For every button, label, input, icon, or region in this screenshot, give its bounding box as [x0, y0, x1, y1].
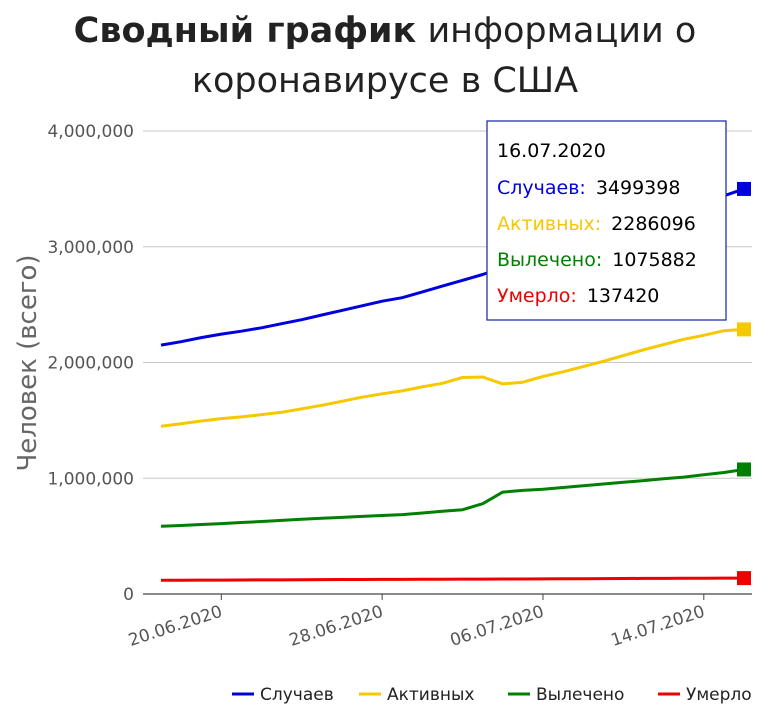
y-tick-label: 1,000,000 — [47, 469, 134, 489]
tooltip-date: 16.07.2020 — [497, 140, 606, 162]
x-tick-label: 28.06.2020 — [287, 602, 386, 651]
tooltip-row-value: 3499398 — [596, 177, 681, 199]
tooltip-row: Умерло: 137420 — [497, 285, 659, 307]
tooltip-row-value: 137420 — [587, 285, 660, 307]
tooltip-row-value: 1075882 — [612, 249, 697, 271]
x-tick-label: 06.07.2020 — [448, 602, 547, 651]
tooltip-box — [486, 120, 727, 321]
y-tick-label: 2,000,000 — [47, 354, 134, 374]
series-line-2 — [160, 468, 745, 528]
legend-item[interactable]: Случаев — [260, 685, 334, 705]
tooltip-row-label: Умерло: — [497, 285, 577, 307]
chart-title-line2: коронавирусе в США — [192, 61, 578, 101]
tooltip-row-value: 2286096 — [611, 213, 696, 235]
tooltip-row: Случаев: 3499398 — [497, 177, 680, 199]
legend-item[interactable]: Активных — [387, 685, 474, 705]
series-line-3 — [160, 576, 744, 582]
series-marker-2[interactable] — [737, 462, 751, 477]
series-marker-3[interactable] — [737, 571, 751, 586]
series-line-1 — [160, 327, 745, 428]
x-tick-label: 20.06.2020 — [126, 602, 225, 651]
y-axis-label: Человек (всего) — [13, 254, 43, 471]
tooltip-row: Активных: 2286096 — [497, 213, 696, 235]
legend-item[interactable]: Умерло — [686, 685, 752, 705]
series-marker-1[interactable] — [737, 322, 751, 337]
y-tick-label: 4,000,000 — [47, 122, 134, 142]
legend-item[interactable]: Вылечено — [536, 685, 624, 705]
y-tick-label: 3,000,000 — [47, 238, 134, 258]
tooltip-row-label: Активных: — [497, 213, 601, 235]
legend: Случаев Активных Вылечено Умерло — [232, 685, 752, 705]
x-tick-labels: 20.06.2020 28.06.2020 06.07.2020 14.07.2020 — [126, 594, 707, 651]
y-tick-label: 0 — [123, 585, 134, 605]
tooltip: 16.07.2020 Случаев: 3499398 Активных: 22860… — [486, 120, 727, 321]
series-marker-0[interactable] — [737, 181, 751, 196]
chart-title-line1: Сводный график информации о — [74, 11, 697, 51]
tooltip-row-label: Случаев: — [497, 177, 586, 199]
y-tick-labels: 0 1,000,000 2,000,000 3,000,000 4,000,000 — [47, 122, 134, 605]
tooltip-row-label: Вылечено: — [497, 249, 602, 271]
chart-title-rest: информации о — [427, 11, 696, 51]
tooltip-row: Вылечено: 1075882 — [497, 249, 697, 271]
x-tick-label: 14.07.2020 — [609, 602, 708, 651]
chart-title-bold: Сводный график — [74, 11, 417, 51]
